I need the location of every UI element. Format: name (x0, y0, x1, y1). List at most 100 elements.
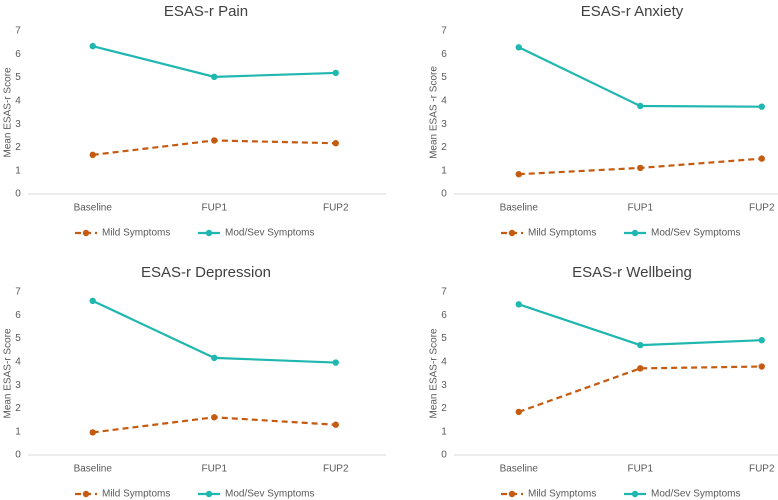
y-tick-label: 4 (15, 95, 21, 106)
legend-marker (631, 229, 639, 237)
series-line (518, 365, 762, 413)
legend-label: Mild Symptoms (528, 228, 596, 239)
data-point (211, 137, 218, 144)
y-tick-label: 2 (441, 403, 447, 414)
legend-label: Mod/Sev Symptoms (651, 228, 740, 239)
chart-panel: ESAS-r Wellbeing Mean ESAS-r Score 0 1 2 3 4 5 6… (429, 264, 778, 500)
y-axis-title: Mean ESAS-r Score (3, 67, 14, 157)
x-tick-label: Baseline (74, 464, 113, 475)
y-tick-label: 3 (15, 119, 21, 130)
x-tick-label: FUP2 (323, 203, 349, 214)
x-tick-label: FUP1 (627, 203, 653, 214)
y-tick-label: 5 (441, 72, 447, 83)
x-tick-label: FUP2 (749, 203, 775, 214)
x-tick-label: Baseline (500, 464, 539, 475)
y-axis-title: Mean ESAS -r Score (429, 66, 440, 159)
y-tick-label: 6 (441, 49, 447, 60)
x-tick-label: FUP1 (201, 464, 227, 475)
legend-marker (508, 229, 516, 237)
data-point (515, 171, 522, 178)
legend-label: Mod/Sev Symptoms (225, 489, 314, 500)
series-line (518, 303, 762, 347)
legend-label: Mild Symptoms (528, 489, 596, 500)
data-point (637, 365, 644, 372)
y-tick-label: 0 (441, 189, 447, 200)
chart-panel: ESAS-r Anxiety Mean ESAS -r Score 0 1 2 3 4 5 6 7… (429, 3, 778, 239)
y-tick-label: 7 (15, 26, 21, 37)
y-tick-label: 6 (15, 310, 21, 321)
data-point (637, 102, 644, 110)
x-tick-label: FUP2 (323, 464, 349, 475)
y-tick-label: 3 (441, 380, 447, 391)
data-point (758, 155, 765, 162)
legend-label: Mod/Sev Symptoms (651, 489, 740, 500)
legend-label: Mod/Sev Symptoms (225, 228, 314, 239)
y-tick-label: 3 (441, 119, 447, 130)
y-tick-label: 6 (441, 310, 447, 321)
y-tick-label: 0 (15, 189, 21, 200)
chart-panel: ESAS-r Depression Mean ESAS-r Score 0 1 2 3 4 5… (3, 264, 386, 500)
series-line (92, 45, 336, 78)
data-point (211, 73, 218, 81)
y-tick-label: 2 (15, 142, 21, 153)
chart-title: ESAS-r Depression (141, 264, 271, 281)
data-point (89, 297, 96, 305)
data-point (332, 69, 339, 77)
series-line (518, 46, 762, 108)
data-point (211, 354, 218, 362)
y-tick-label: 1 (15, 165, 21, 176)
y-tick-label: 6 (15, 49, 21, 60)
y-tick-label: 4 (441, 356, 447, 367)
chart-title: ESAS-r Anxiety (581, 3, 684, 20)
legend-marker (205, 490, 213, 498)
y-tick-label: 2 (441, 142, 447, 153)
x-tick-label: FUP1 (627, 464, 653, 475)
y-tick-label: 7 (441, 26, 447, 37)
x-tick-label: Baseline (500, 203, 539, 214)
y-tick-label: 1 (15, 426, 21, 437)
data-point (515, 408, 522, 416)
data-point (89, 42, 96, 50)
legend-marker (508, 490, 516, 498)
legend-marker (631, 490, 639, 498)
chart-title: ESAS-r Wellbeing (572, 264, 692, 281)
data-point (89, 429, 96, 436)
data-point (758, 337, 765, 344)
series-line (92, 299, 336, 364)
y-axis-title: Mean ESAS-r Score (3, 328, 14, 418)
y-tick-label: 2 (15, 403, 21, 414)
chart-panel: ESAS-r Pain Mean ESAS-r Score 0 1 2 3 4 5 6 7 Base… (3, 3, 386, 239)
y-tick-label: 1 (441, 426, 447, 437)
data-point (758, 103, 765, 110)
data-point (89, 151, 96, 159)
data-point (515, 44, 522, 51)
y-tick-label: 0 (441, 450, 447, 461)
legend-marker (82, 229, 90, 237)
data-point (637, 341, 644, 349)
y-tick-label: 4 (441, 95, 447, 106)
data-point (332, 421, 339, 428)
x-tick-label: FUP1 (201, 203, 227, 214)
legend-label: Mild Symptoms (102, 228, 170, 239)
data-point (637, 164, 644, 172)
x-tick-label: FUP2 (749, 464, 775, 475)
legend-marker (82, 490, 90, 498)
y-tick-label: 5 (15, 72, 21, 83)
y-tick-label: 1 (441, 165, 447, 176)
y-tick-label: 3 (15, 380, 21, 391)
data-point (758, 363, 765, 370)
y-axis-title: Mean ESAS-r Score (429, 328, 440, 418)
y-tick-label: 5 (441, 333, 447, 344)
data-point (332, 359, 339, 366)
data-point (211, 414, 218, 421)
data-point (515, 301, 522, 308)
data-point (332, 140, 339, 147)
y-tick-label: 0 (15, 450, 21, 461)
y-tick-label: 5 (15, 333, 21, 344)
legend-marker (205, 229, 213, 237)
legend-label: Mild Symptoms (102, 489, 170, 500)
y-tick-label: 7 (15, 287, 21, 298)
y-tick-label: 7 (441, 287, 447, 298)
x-tick-label: Baseline (74, 203, 113, 214)
